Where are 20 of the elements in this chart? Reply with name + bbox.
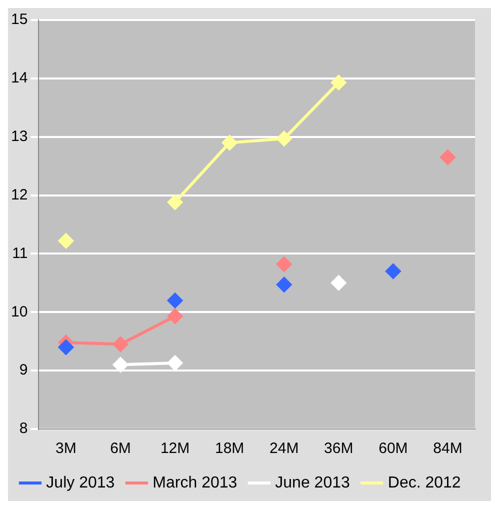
y-tick-label: 13	[10, 128, 28, 145]
legend-label: March 2013	[152, 474, 238, 492]
x-tick-label: 36M	[324, 440, 354, 458]
y-tick-label: 15	[10, 11, 28, 28]
legend-label: Dec. 2012	[388, 474, 461, 492]
x-tick-label: 18M	[214, 440, 244, 458]
x-tick-label: 24M	[270, 440, 299, 458]
x-tick-label: 6M	[110, 440, 131, 458]
y-tick-label: 11	[12, 244, 28, 262]
x-tick-label: 84M	[433, 440, 462, 458]
y-tick-label: 8	[19, 420, 28, 438]
x-tick-label: 12M	[160, 440, 190, 458]
y-tick-label: 12	[10, 186, 28, 204]
y-tick-label: 14	[10, 70, 28, 87]
y-tick-label: 10	[10, 303, 28, 320]
legend-label: July 2013	[46, 474, 115, 492]
x-tick-label: 3M	[56, 440, 76, 458]
legend-label: June 2013	[275, 474, 350, 492]
y-tick-label: 9	[19, 362, 28, 379]
x-tick-label: 60M	[378, 440, 408, 458]
